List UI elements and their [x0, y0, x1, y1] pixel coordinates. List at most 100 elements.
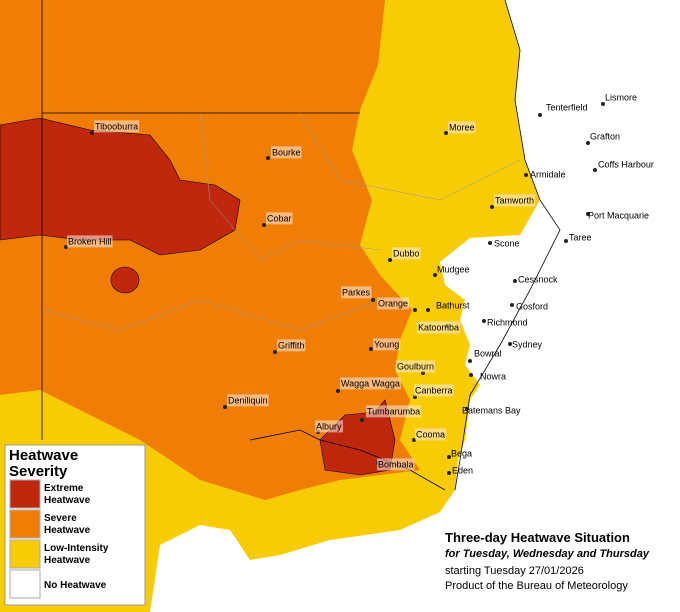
town-dot	[266, 156, 270, 160]
legend-label: Heatwave	[44, 555, 91, 566]
town-dot	[601, 102, 605, 106]
town-dot	[490, 205, 494, 209]
town-label: Tumbarumba	[367, 406, 420, 416]
town-label: Port Macquarie	[588, 210, 649, 220]
town-dot	[223, 405, 227, 409]
town-label: Griffith	[278, 340, 304, 350]
label-shade	[315, 420, 344, 433]
town-label: Batemans Bay	[462, 405, 521, 415]
town-label: Armidale	[530, 169, 566, 179]
town-label: Orange	[378, 298, 408, 308]
town-label: Sydney	[512, 339, 543, 349]
legend-swatch	[9, 509, 41, 539]
town-label: Coffs Harbour	[598, 159, 654, 169]
town-dot	[426, 308, 430, 312]
label-shade	[67, 235, 113, 248]
label-shade	[373, 338, 401, 351]
town-dot	[586, 141, 590, 145]
legend-items: HeatwaveSeverityExtremeHeatwaveSevereHea…	[9, 447, 109, 599]
label-shade	[377, 297, 410, 310]
town-label: Canberra	[415, 385, 453, 395]
town-label: Cessnock	[518, 274, 558, 284]
town-dot	[336, 389, 340, 393]
town-dot	[564, 239, 568, 243]
town-dot	[369, 347, 373, 351]
town-label: Parkes	[342, 287, 371, 297]
town-label: Goulburn	[397, 361, 434, 371]
town-dot	[538, 113, 542, 117]
town-label: Scone	[494, 238, 520, 248]
label-shade	[94, 120, 140, 133]
legend-swatch	[9, 569, 41, 599]
subtitle: for Tuesday, Wednesday and Thursday	[445, 548, 650, 560]
town-dot	[447, 471, 451, 475]
town-label: Bombala	[378, 459, 414, 469]
town-label: Eden	[452, 465, 473, 475]
borders	[41, 0, 561, 491]
town-dot	[593, 168, 597, 172]
label-shade	[494, 194, 536, 207]
label-shade	[366, 405, 422, 418]
town-label: Cooma	[416, 429, 445, 439]
credit: Product of the Bureau of Meteorology	[445, 580, 628, 592]
legend-title: Heatwave	[9, 447, 78, 464]
town-dot	[262, 223, 266, 227]
districts	[41, 112, 521, 331]
towns: Tibooburra Bourke Cobar Broken Hill Moree Tam…	[64, 92, 654, 475]
town-dot	[371, 298, 375, 302]
town-label: Albury	[316, 421, 342, 431]
town-dot	[465, 407, 469, 411]
town-label: Tenterfield	[546, 102, 588, 112]
label-shade	[414, 384, 454, 397]
label-shade	[227, 394, 269, 407]
town-dot	[513, 279, 517, 283]
town-label: Bowral	[474, 348, 502, 358]
label-shade	[377, 458, 415, 471]
town-label: Grafton	[590, 131, 620, 141]
legend-label: Low-Intensity	[44, 543, 109, 554]
legend-label: Severe	[44, 513, 77, 524]
title: Three-day Heatwave Situation	[445, 530, 630, 545]
town-dot	[413, 308, 417, 312]
label-shade	[266, 212, 293, 225]
legend-label: Extreme	[44, 483, 84, 494]
town-label: Bathurst	[436, 300, 470, 310]
town-dot	[388, 258, 392, 262]
town-label: Tamworth	[495, 195, 534, 205]
town-label: Tibooburra	[95, 121, 138, 131]
town-dot	[433, 273, 437, 277]
town-dot	[360, 418, 364, 422]
town-label: Taree	[569, 232, 592, 242]
town-dot	[468, 359, 472, 363]
town-dot	[482, 319, 486, 323]
town-label: Wagga Wagga	[341, 378, 400, 388]
town-dot	[90, 131, 94, 135]
town-dot	[524, 173, 528, 177]
label-shade	[392, 247, 421, 260]
town-label: Cobar	[267, 213, 292, 223]
town-label: Nowra	[480, 371, 506, 381]
town-label: Katoomba	[418, 322, 459, 332]
legend-label: Heatwave	[44, 525, 91, 536]
extreme-area	[110, 266, 140, 294]
no-heatwave-area	[150, 0, 680, 612]
town-dot	[488, 241, 492, 245]
label-shade	[277, 339, 306, 352]
legend-label: No Heatwave	[44, 580, 107, 591]
legend-swatch	[9, 479, 41, 509]
town-label: Bega	[451, 448, 472, 458]
legend-label: Heatwave	[44, 495, 91, 506]
extreme-area	[0, 117, 241, 256]
town-label: Deniliquin	[228, 395, 268, 405]
date-line: starting Tuesday 27/01/2026	[445, 565, 584, 577]
legend-swatch	[9, 539, 41, 569]
town-label: Mudgee	[437, 264, 470, 274]
town-label: Dubbo	[393, 248, 420, 258]
town-label: Moree	[449, 122, 475, 132]
town-label: Lismore	[605, 92, 637, 102]
label-shade	[396, 360, 436, 373]
label-shade	[415, 428, 447, 441]
town-label: Bourke	[272, 147, 301, 157]
town-label: Broken Hill	[68, 236, 112, 246]
